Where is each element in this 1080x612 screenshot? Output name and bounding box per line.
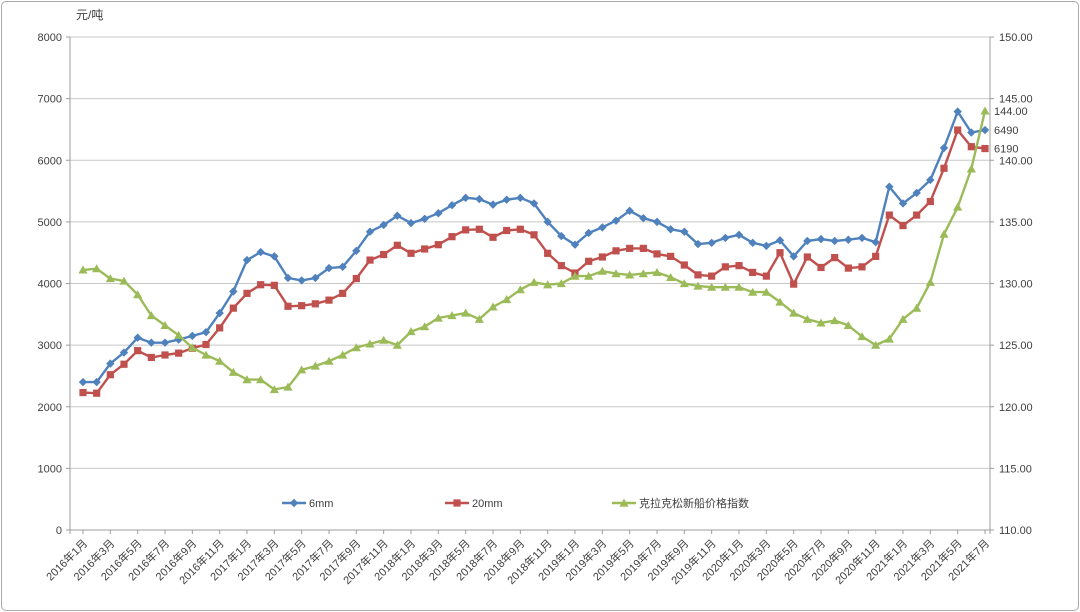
axes: [66, 36, 994, 534]
svg-text:0: 0: [56, 525, 62, 537]
svg-text:5000: 5000: [38, 217, 62, 229]
svg-text:120.00: 120.00: [999, 402, 1033, 414]
svg-text:130.00: 130.00: [999, 279, 1033, 291]
series-克拉克松新船价格指数: [78, 106, 990, 394]
svg-text:7000: 7000: [38, 94, 62, 106]
svg-text:3000: 3000: [38, 340, 62, 352]
svg-text:2000: 2000: [38, 402, 62, 414]
svg-text:140.00: 140.00: [999, 155, 1033, 167]
right-axis-tick-labels: 110.00 115.00 120.00 125.00 130.00 135.00 140.…: [999, 32, 1033, 537]
svg-text:克拉克松新船价格指数: 克拉克松新船价格指数: [639, 496, 749, 510]
svg-text:150.00: 150.00: [999, 32, 1033, 44]
gridlines: [70, 36, 990, 469]
left-axis-unit-label: 元/吨: [76, 8, 104, 22]
legend-item-6mm: 6mm: [282, 498, 333, 510]
x-axis-tick-labels: 2016年1月2016年3月2016年5月2016年7月2016年9月2016年…: [43, 536, 992, 587]
svg-text:6000: 6000: [38, 155, 62, 167]
svg-text:135.00: 135.00: [999, 217, 1033, 229]
svg-text:145.00: 145.00: [999, 94, 1033, 106]
svg-text:125.00: 125.00: [999, 340, 1033, 352]
end-label-6mm: 6490: [994, 125, 1018, 137]
series-20mm: [79, 126, 989, 397]
svg-text:20mm: 20mm: [472, 498, 503, 510]
legend-item-20mm: 20mm: [445, 498, 503, 510]
end-label-克拉克松新船价格指数: 144.00: [994, 106, 1028, 118]
svg-text:4000: 4000: [38, 279, 62, 291]
svg-text:6mm: 6mm: [309, 498, 333, 510]
left-axis-tick-labels: 0 1000 2000 3000 4000 5000 6000 7000 8000: [38, 32, 62, 537]
svg-text:110.00: 110.00: [999, 525, 1032, 537]
svg-text:115.00: 115.00: [999, 463, 1032, 475]
series-6mm: [78, 107, 990, 387]
legend-item-克拉克松新船价格指数: 克拉克松新船价格指数: [612, 496, 749, 510]
svg-text:8000: 8000: [38, 32, 62, 44]
end-label-20mm: 6190: [994, 144, 1018, 156]
legend: 6mm 20mm 克拉克松新船价格指数: [282, 496, 749, 510]
svg-text:1000: 1000: [38, 463, 62, 475]
series-end-labels: 144.00 6490 6190: [994, 106, 1028, 156]
